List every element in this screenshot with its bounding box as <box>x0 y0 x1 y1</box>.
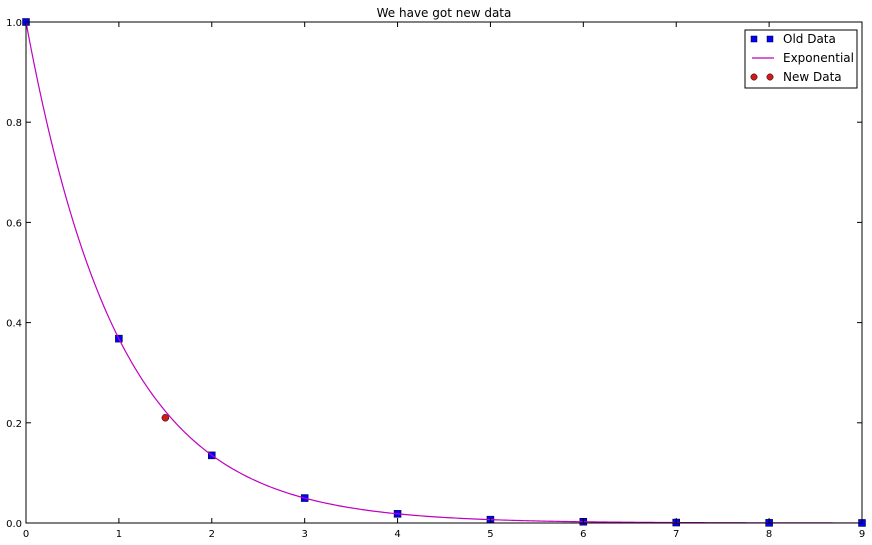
legend-swatch-old-data <box>750 35 758 43</box>
y-tick-label: 0.2 <box>6 419 22 430</box>
y-tick-label: 0.4 <box>6 319 22 330</box>
x-tick-label: 0 <box>23 529 29 540</box>
x-tick-label: 8 <box>766 529 772 540</box>
axes-layer: 0 1 2 3 4 5 6 7 8 9 0.0 0.2 0.4 0.6 0.8 1.0 <box>6 18 865 540</box>
x-tick-label: 2 <box>209 529 215 540</box>
legend-swatch-new-data <box>750 73 758 81</box>
legend-swatch-new-data <box>766 73 774 81</box>
x-tick-label: 3 <box>301 529 307 540</box>
legend-swatch-old-data <box>766 35 774 43</box>
chart-title: We have got new data <box>377 6 512 20</box>
legend-box <box>744 29 858 89</box>
x-tick-label: 6 <box>580 529 586 540</box>
series-line-exponential <box>25 21 862 524</box>
y-tick-label: 0.6 <box>6 218 22 229</box>
y-tick-label: 0.8 <box>6 118 22 129</box>
x-tick-label: 1 <box>116 529 122 540</box>
x-tick-label: 7 <box>673 529 679 540</box>
legend-label-new-data: New Data <box>783 70 842 84</box>
series-layer <box>22 18 866 527</box>
x-tick-label: 5 <box>487 529 493 540</box>
x-tick-label: 4 <box>394 529 400 540</box>
legend: Old Data Exponential New Data <box>744 29 858 89</box>
data-point-new-data <box>161 414 170 422</box>
plot-frame <box>25 21 863 524</box>
y-tick-label: 0.0 <box>6 519 22 530</box>
legend-label-exponential: Exponential <box>783 51 854 65</box>
x-tick-label: 9 <box>859 529 865 540</box>
legend-label-old-data: Old Data <box>783 32 836 46</box>
y-tick-label: 1.0 <box>6 18 22 29</box>
